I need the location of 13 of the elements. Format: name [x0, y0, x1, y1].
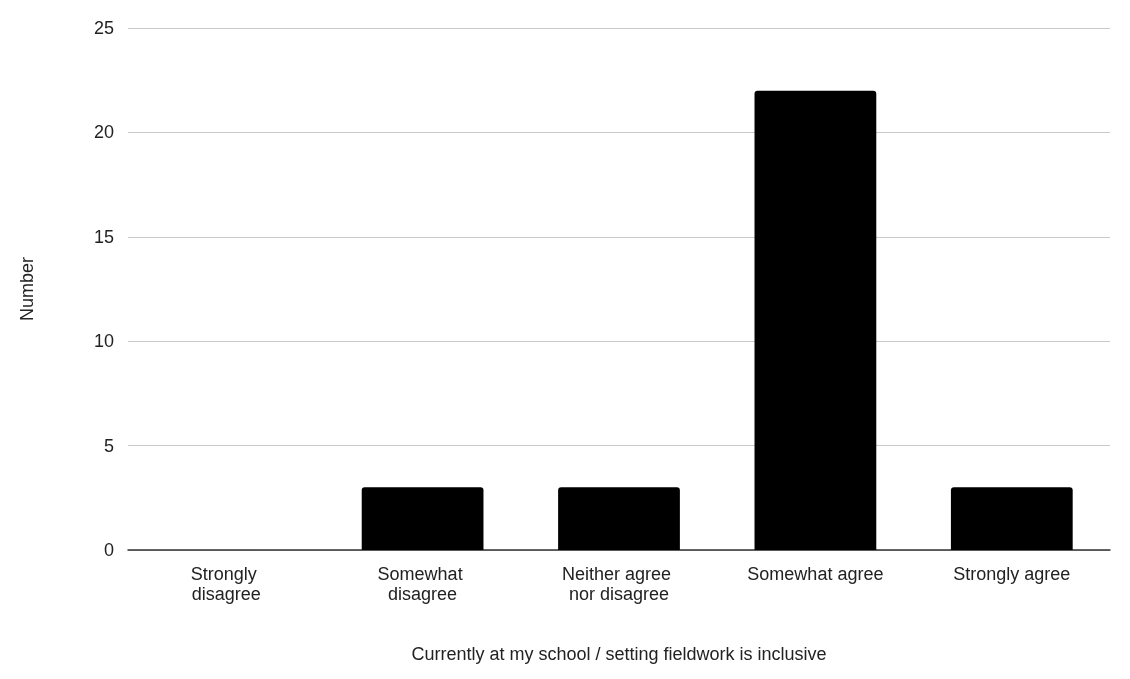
y-tick-label: 20 [93, 122, 114, 143]
x-tick-label: Strongly disagree [190, 564, 262, 604]
x-tick-label: Strongly agree [953, 564, 1071, 584]
y-tick-label: 25 [93, 18, 114, 38]
x-tick-label: Somewhat agree [747, 564, 884, 584]
y-tick-label: 0 [103, 540, 114, 560]
y-axis-title: Number [17, 256, 37, 322]
x-tick-label: Neither agree nor disagree [561, 564, 677, 604]
y-tick-label: 10 [93, 331, 114, 352]
x-tick-label: Somewhat disagree [377, 564, 468, 604]
x-axis-title: Currently at my school / setting fieldwork is inclusive [411, 644, 827, 664]
y-tick-label: 5 [103, 435, 114, 456]
y-tick-label: 15 [93, 226, 114, 247]
